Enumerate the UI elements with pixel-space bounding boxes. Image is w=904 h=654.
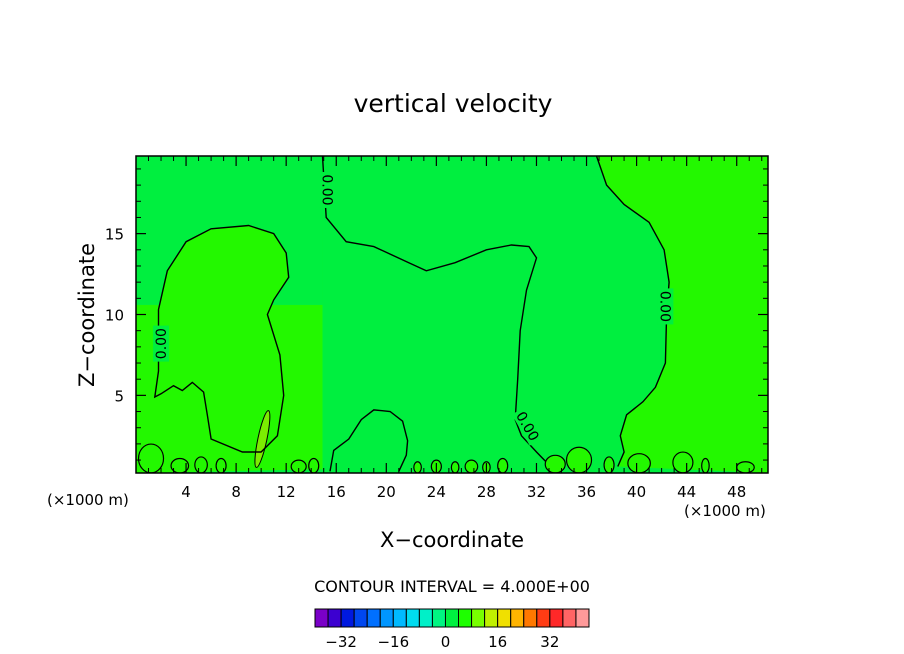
colorbar-swatch <box>497 608 512 628</box>
colorbar-swatch <box>327 608 342 628</box>
contour-label-bg <box>319 171 336 208</box>
x-unit-label: (×1000 m) <box>684 502 766 520</box>
colorbar-tick-label: −16 <box>377 633 409 651</box>
x-tick-label: 48 <box>727 483 746 501</box>
colorbar-swatch <box>575 608 590 628</box>
colorbar-swatch <box>392 608 407 628</box>
colorbar-swatch <box>549 608 564 628</box>
colorbar-swatch <box>523 608 538 628</box>
x-tick-label: 8 <box>231 483 241 501</box>
contour-label-bg <box>511 406 544 446</box>
contour-label: 0.00 <box>656 291 672 322</box>
colorbar-swatch <box>405 608 420 628</box>
contour-upper-band <box>321 155 550 466</box>
contour-label-bg <box>153 325 170 362</box>
colorbar-swatch <box>458 608 473 628</box>
negative-region-middle <box>322 156 549 473</box>
x-tick-label: 16 <box>327 483 346 501</box>
surface-cell <box>464 459 479 474</box>
x-tick-label: 12 <box>277 483 296 501</box>
x-tick-label: 20 <box>377 483 396 501</box>
colorbar-tick-label: −32 <box>325 633 357 651</box>
plot-area: 0.000.000.000.00 <box>135 155 769 474</box>
x-tick-label: 40 <box>627 483 646 501</box>
x-tick-label: 44 <box>677 483 696 501</box>
colorbar-swatch <box>340 608 355 628</box>
surface-cell <box>565 446 593 474</box>
positive-region-left-plume <box>154 225 289 452</box>
colorbar <box>314 608 590 628</box>
surface-cell <box>137 443 165 474</box>
colorbar-swatch <box>379 608 394 628</box>
x-axis-label: X−coordinate <box>380 528 524 552</box>
colorbar-swatch <box>314 608 329 628</box>
x-tick-label: 24 <box>427 483 446 501</box>
surface-cell <box>194 456 208 474</box>
contour-interval: CONTOUR INTERVAL = 4.000E+00 <box>314 577 590 596</box>
colorbar-swatch <box>510 608 525 628</box>
y-axis-label: Z−coordinate <box>75 243 99 387</box>
colorbar-tick-label: 0 <box>441 633 451 651</box>
x-tick-label: 4 <box>181 483 191 501</box>
strong-updraft-cell <box>254 410 271 468</box>
colorbar-swatch <box>353 608 368 628</box>
contour-right-plume <box>595 155 670 467</box>
colorbar-swatch <box>562 608 577 628</box>
chart-title: vertical velocity <box>354 89 553 118</box>
contour-label-bg <box>657 288 674 325</box>
x-tick-label: 36 <box>577 483 596 501</box>
colorbar-swatch <box>536 608 551 628</box>
contour-surface-bubble <box>329 409 409 472</box>
x-tick-label: 28 <box>477 483 496 501</box>
contour-label: 0.00 <box>318 174 334 205</box>
surface-cell <box>544 454 566 474</box>
colorbar-swatch <box>471 608 486 628</box>
contour-left-plume <box>153 224 290 453</box>
surface-cell <box>450 461 460 474</box>
surface-cell <box>215 457 227 474</box>
surface-cell <box>701 457 710 474</box>
y-tick-label: 10 <box>105 307 124 325</box>
colorbar-swatch <box>444 608 460 628</box>
colorbar-swatch <box>484 608 499 628</box>
surface-cell <box>603 456 615 474</box>
colorbar-swatch <box>431 608 446 628</box>
positive-region-right <box>596 156 768 473</box>
y-unit-label: (×1000 m) <box>47 491 129 509</box>
surface-cell <box>672 451 694 474</box>
colorbar-swatch <box>418 608 433 628</box>
colorbar-tick-label: 32 <box>540 633 559 651</box>
contour-label: 0.00 <box>154 328 170 359</box>
colorbar-tick-label: 16 <box>488 633 507 651</box>
surface-cell <box>627 453 651 474</box>
surface-cell <box>736 461 755 474</box>
y-tick-label: 5 <box>114 387 124 405</box>
surface-cell <box>308 457 320 474</box>
y-tick-label: 15 <box>105 226 124 244</box>
colorbar-swatch <box>366 608 381 628</box>
x-tick-label: 32 <box>527 483 546 501</box>
surface-cell <box>413 461 422 474</box>
